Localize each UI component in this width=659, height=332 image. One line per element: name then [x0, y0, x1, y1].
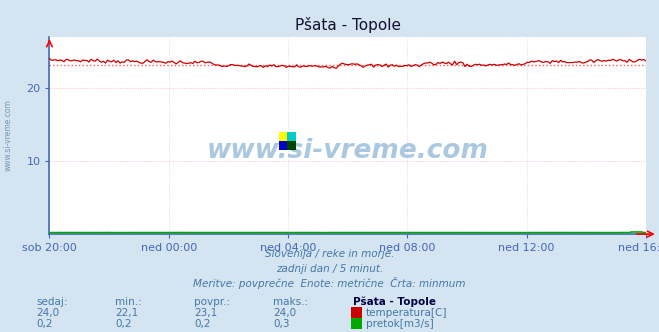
Text: 0,2: 0,2	[194, 319, 211, 329]
Text: maks.:: maks.:	[273, 297, 308, 307]
Text: pretok[m3/s]: pretok[m3/s]	[366, 319, 434, 329]
Bar	[287, 132, 295, 141]
Text: www.si-vreme.com: www.si-vreme.com	[207, 138, 488, 164]
Text: 0,3: 0,3	[273, 319, 290, 329]
Text: Pšata - Topole: Pšata - Topole	[353, 296, 436, 307]
Title: Pšata - Topole: Pšata - Topole	[295, 17, 401, 33]
Text: Meritve: povprečne  Enote: metrične  Črta: minmum: Meritve: povprečne Enote: metrične Črta:…	[193, 277, 466, 289]
Text: 22,1: 22,1	[115, 308, 138, 318]
Bar	[279, 132, 287, 141]
Text: sedaj:: sedaj:	[36, 297, 68, 307]
Text: min.:: min.:	[115, 297, 142, 307]
Text: 0,2: 0,2	[115, 319, 132, 329]
Text: 0,2: 0,2	[36, 319, 53, 329]
Bar	[287, 141, 295, 150]
Text: www.si-vreme.com: www.si-vreme.com	[3, 99, 13, 171]
Bar	[279, 141, 287, 150]
Text: zadnji dan / 5 minut.: zadnji dan / 5 minut.	[276, 264, 383, 274]
Text: 23,1: 23,1	[194, 308, 217, 318]
Text: temperatura[C]: temperatura[C]	[366, 308, 447, 318]
Text: 24,0: 24,0	[273, 308, 297, 318]
Text: Slovenija / reke in morje.: Slovenija / reke in morje.	[265, 249, 394, 259]
Text: 24,0: 24,0	[36, 308, 59, 318]
Text: povpr.:: povpr.:	[194, 297, 231, 307]
